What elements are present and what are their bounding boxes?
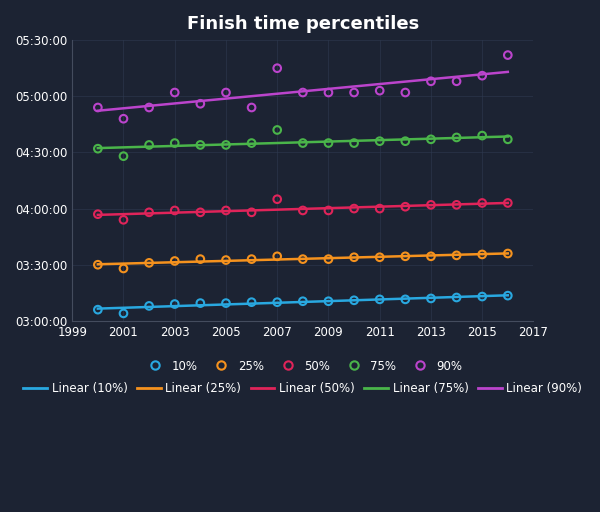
Point [145, 103, 154, 112]
Point [452, 133, 461, 141]
Point [119, 152, 128, 160]
Point [478, 250, 487, 259]
Point [503, 249, 512, 258]
Point [503, 51, 512, 59]
Point [119, 115, 128, 123]
Point [93, 144, 103, 153]
Point [298, 206, 308, 215]
Point [298, 89, 308, 97]
Point [401, 137, 410, 145]
Point [145, 302, 154, 310]
Point [298, 139, 308, 147]
Point [401, 295, 410, 304]
Point [247, 103, 256, 112]
Point [375, 137, 385, 145]
Point [298, 297, 308, 305]
Point [272, 298, 282, 306]
Point [221, 141, 231, 149]
Point [298, 255, 308, 263]
Point [93, 103, 103, 112]
Point [401, 252, 410, 261]
Point [426, 77, 436, 86]
Point [196, 208, 205, 217]
Point [349, 204, 359, 212]
Point [323, 89, 333, 97]
Point [478, 132, 487, 140]
Point [452, 251, 461, 260]
Point [196, 255, 205, 263]
Point [196, 299, 205, 307]
Point [375, 253, 385, 261]
Point [93, 210, 103, 218]
Point [426, 135, 436, 143]
Point [401, 89, 410, 97]
Point [349, 89, 359, 97]
Point [196, 141, 205, 149]
Point [272, 126, 282, 134]
Point [119, 264, 128, 272]
Point [375, 204, 385, 212]
Point [196, 100, 205, 108]
Point [349, 253, 359, 261]
Point [247, 139, 256, 147]
Point [221, 89, 231, 97]
Point [93, 261, 103, 269]
Point [478, 292, 487, 301]
Point [426, 201, 436, 209]
Point [349, 139, 359, 147]
Point [323, 255, 333, 263]
Point [170, 300, 179, 308]
Point [375, 87, 385, 95]
Point [272, 252, 282, 261]
Point [247, 208, 256, 217]
Point [221, 206, 231, 215]
Point [503, 291, 512, 300]
Point [503, 135, 512, 143]
Point [426, 252, 436, 261]
Point [145, 259, 154, 267]
Point [145, 141, 154, 149]
Point [119, 309, 128, 317]
Point [426, 294, 436, 303]
Point [247, 298, 256, 306]
Point [272, 195, 282, 203]
Point [221, 299, 231, 307]
Point [323, 297, 333, 305]
Title: Finish time percentiles: Finish time percentiles [187, 15, 419, 33]
Point [145, 208, 154, 217]
Point [170, 206, 179, 215]
Legend: Linear (10%), Linear (25%), Linear (50%), Linear (75%), Linear (90%): Linear (10%), Linear (25%), Linear (50%)… [19, 377, 587, 400]
Point [478, 199, 487, 207]
Point [401, 203, 410, 211]
Point [323, 139, 333, 147]
Point [375, 295, 385, 304]
Point [170, 257, 179, 265]
Point [503, 199, 512, 207]
Point [323, 206, 333, 215]
Point [452, 201, 461, 209]
Point [93, 306, 103, 314]
Point [119, 216, 128, 224]
Point [349, 296, 359, 305]
Point [452, 293, 461, 302]
Point [452, 77, 461, 86]
Point [478, 72, 487, 80]
Point [247, 255, 256, 263]
Point [272, 64, 282, 72]
Point [170, 139, 179, 147]
Point [170, 89, 179, 97]
Point [221, 256, 231, 264]
